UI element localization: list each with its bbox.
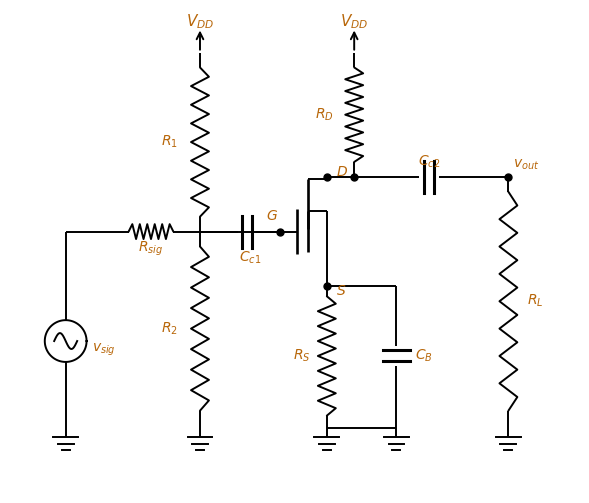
Text: $R_2$: $R_2$ (161, 320, 178, 337)
Text: $C_{c1}$: $C_{c1}$ (239, 249, 261, 266)
Text: $R_D$: $R_D$ (315, 107, 333, 123)
Text: $R_{sig}$: $R_{sig}$ (138, 240, 164, 258)
Text: $v_{out}$: $v_{out}$ (514, 157, 540, 172)
Text: $R_L$: $R_L$ (527, 293, 544, 309)
Text: $V_{DD}$: $V_{DD}$ (186, 13, 214, 31)
Text: $R_S$: $R_S$ (293, 348, 311, 364)
Text: $C_B$: $C_B$ (415, 348, 433, 364)
Text: $V_{DD}$: $V_{DD}$ (340, 13, 368, 31)
Text: $R_1$: $R_1$ (161, 134, 178, 150)
Text: $C_{c2}$: $C_{c2}$ (418, 154, 440, 170)
Text: $D$: $D$ (336, 165, 348, 179)
Text: $S$: $S$ (336, 284, 346, 298)
Text: $v_{sig}$: $v_{sig}$ (91, 342, 115, 358)
Text: $G$: $G$ (266, 209, 278, 223)
